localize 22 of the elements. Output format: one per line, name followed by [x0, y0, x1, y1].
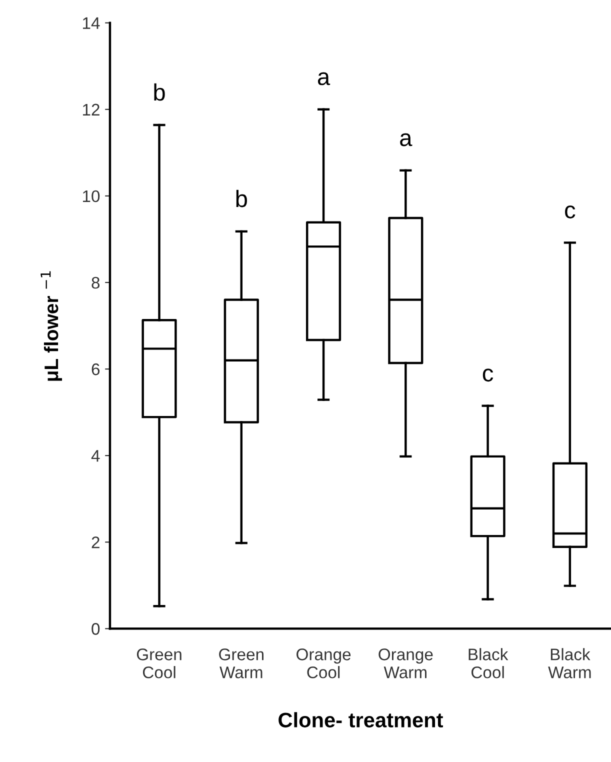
annotation: a — [318, 72, 330, 86]
x-tick-label: Green Cool — [136, 648, 182, 678]
annotation: a — [400, 133, 412, 146]
y-tick-label: 0 — [92, 623, 100, 635]
annotation: c — [482, 368, 494, 382]
y-tick-label: 8 — [92, 276, 100, 289]
y-tick-label: 10 — [82, 190, 100, 202]
x-tick-label: Black Warm — [548, 648, 591, 678]
x-tick-label: Black Cool — [468, 648, 508, 678]
y-tick-label: 6 — [92, 363, 100, 376]
y-tick-label: 14 — [82, 17, 100, 29]
annotation: b — [154, 83, 165, 101]
x-axis-title: Clone- treatment — [278, 712, 444, 728]
annotation: b — [236, 190, 247, 208]
y-tick-label: 12 — [82, 104, 100, 116]
y-axis-title: μL flower $^{−1}$ — [40, 271, 62, 381]
x-tick-label: Orange Warm — [378, 648, 433, 678]
y-tick-label: 2 — [92, 536, 100, 548]
y-tick-label: 4 — [91, 450, 100, 462]
annotation: c — [565, 206, 576, 218]
x-tick-label: Orange Cool — [296, 648, 351, 678]
x-tick-label: Green Warm — [219, 648, 264, 678]
